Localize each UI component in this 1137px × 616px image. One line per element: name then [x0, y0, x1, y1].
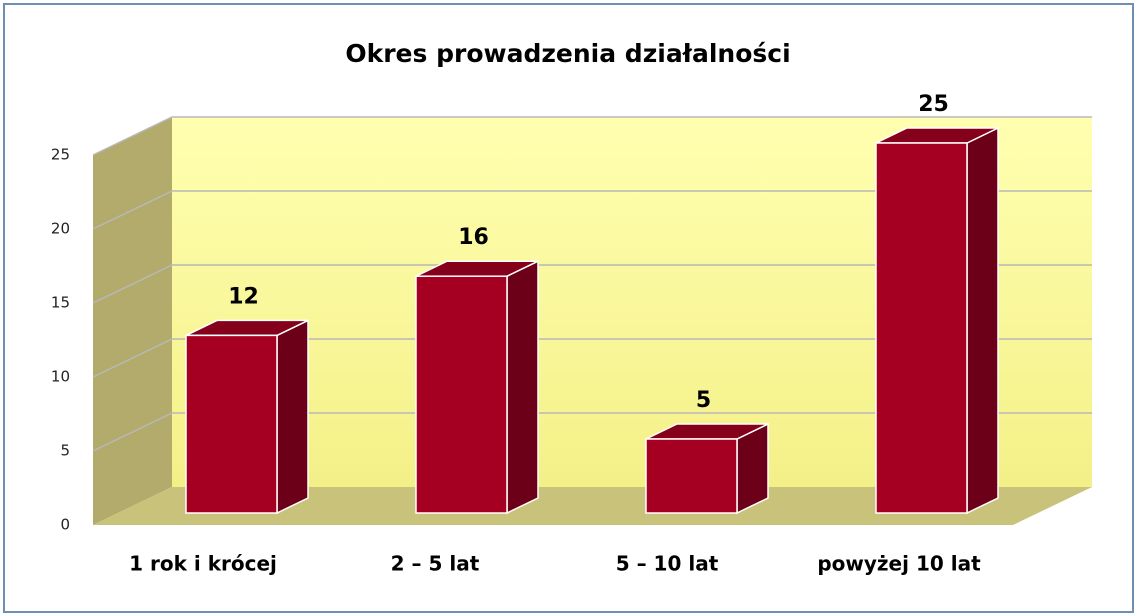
bar-front	[185, 334, 278, 514]
y-tick-label: 25	[51, 146, 70, 164]
grid-line	[92, 264, 1092, 304]
side-wall	[93, 117, 172, 525]
y-tick-label: 15	[51, 294, 70, 312]
x-tick-label: powyżej 10 lat	[817, 552, 981, 576]
x-tick-label: 2 – 5 lat	[391, 552, 480, 576]
bar-side	[506, 260, 539, 515]
y-tick-label: 10	[51, 368, 70, 386]
y-tick-label: 5	[60, 442, 70, 460]
y-tick-label: 0	[60, 516, 70, 534]
grid-line	[92, 338, 1092, 378]
bars	[185, 126, 999, 515]
bar	[185, 319, 309, 515]
back-wall	[172, 117, 1092, 487]
value-label: 5	[696, 388, 711, 413]
floor	[93, 487, 1092, 525]
bar-side	[966, 126, 999, 515]
bar	[875, 126, 999, 515]
value-label: 16	[458, 225, 489, 250]
bar-front	[645, 438, 738, 514]
bar	[415, 260, 539, 515]
x-tick-label: 5 – 10 lat	[616, 552, 719, 576]
y-tick-label: 20	[51, 220, 70, 238]
grid-line	[92, 190, 1092, 230]
bar-front	[875, 142, 968, 514]
grid-line	[92, 116, 1092, 156]
value-label: 12	[228, 284, 259, 309]
bar-front	[415, 275, 508, 514]
bar	[645, 422, 769, 515]
bar-side	[276, 319, 309, 515]
x-tick-label: 1 rok i krócej	[129, 552, 277, 576]
chart-title: Okres prowadzenia działalności	[345, 39, 790, 68]
grid	[92, 116, 1092, 452]
value-label: 25	[918, 92, 949, 117]
grid-line	[92, 412, 1092, 452]
